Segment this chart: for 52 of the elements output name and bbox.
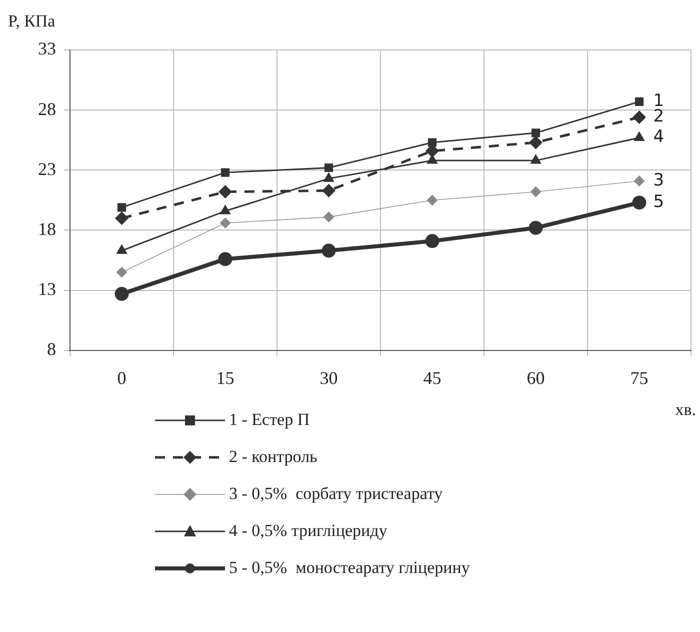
point — [530, 186, 542, 198]
annotation: 2 — [653, 106, 664, 127]
y-tick-label: 28 — [38, 98, 56, 119]
x-tick-label: 60 — [526, 368, 545, 388]
x-axis-title: хв. — [675, 400, 696, 419]
legend-label: 3 - 0,5% сорбату тристеарату — [229, 484, 444, 503]
point — [425, 234, 440, 248]
point — [323, 212, 334, 222]
point — [220, 218, 231, 228]
y-tick-label: 23 — [38, 158, 56, 179]
point — [530, 154, 541, 164]
annotation: 5 — [653, 192, 664, 212]
point — [218, 252, 232, 266]
y-tick-label: 33 — [38, 38, 56, 59]
point — [634, 176, 645, 186]
point — [528, 220, 543, 235]
point — [633, 111, 646, 124]
point — [116, 212, 128, 224]
point — [117, 203, 126, 212]
point — [116, 244, 127, 254]
x-tick-label: 15 — [216, 368, 234, 388]
legend-label: 5 - 0,5% моностеарату гліцерину — [229, 558, 470, 577]
legend-label: 2 - контроль — [229, 446, 318, 466]
point — [324, 163, 334, 172]
legend-label: 4 - 0,5% тригліцериду — [229, 520, 388, 540]
point — [322, 244, 336, 258]
y-tick-label: 8 — [47, 339, 56, 360]
point — [530, 136, 542, 149]
point — [324, 172, 334, 182]
annotation: 4 — [653, 127, 664, 148]
point — [634, 97, 644, 106]
point — [428, 138, 437, 147]
x-tick-label: 75 — [630, 368, 648, 388]
x-tick-label: 45 — [423, 368, 442, 388]
point — [531, 128, 540, 138]
legend-label: 1 - Естер П — [229, 410, 310, 429]
x-tick-label: 0 — [117, 368, 126, 388]
point — [632, 196, 646, 210]
y-tick-label: 13 — [38, 279, 56, 300]
point — [220, 168, 230, 177]
point — [322, 184, 335, 197]
point — [116, 266, 128, 278]
point — [427, 154, 438, 164]
annotation: 3 — [653, 170, 664, 190]
point — [634, 132, 644, 141]
y-tick-label: 18 — [38, 218, 56, 239]
point — [219, 186, 232, 198]
point — [426, 194, 438, 206]
point — [114, 286, 129, 301]
point — [220, 205, 230, 214]
y-axis-title: P, КПа — [8, 11, 56, 30]
x-tick-label: 30 — [320, 368, 338, 388]
